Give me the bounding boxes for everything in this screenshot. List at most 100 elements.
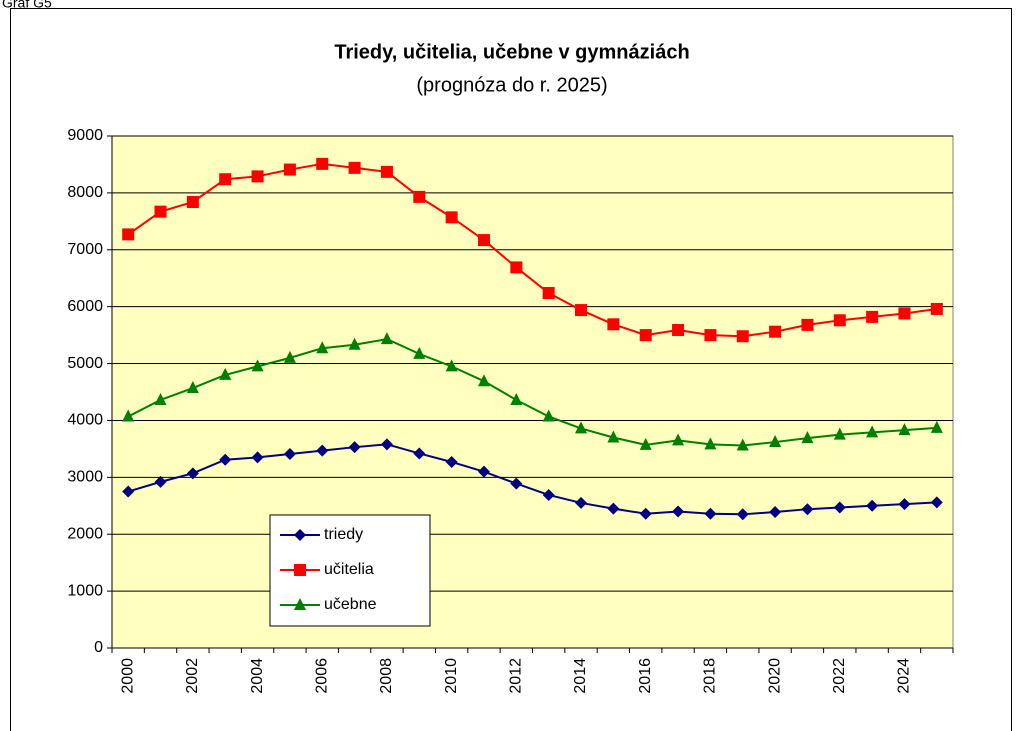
marker [186,467,199,480]
x-tick-label: 2010 [443,658,460,694]
marker [704,329,717,342]
chart-title: Triedy, učitelia, učebne v gymnáziách [334,41,689,63]
marker [348,441,361,454]
x-tick-label: 2002 [184,658,201,694]
marker [316,157,329,170]
marker [294,529,306,541]
marker [736,330,749,343]
marker [930,496,943,509]
marker [283,448,296,461]
marker [866,499,879,512]
marker [510,392,523,405]
x-tick-label: 2004 [249,658,266,694]
marker [380,165,393,178]
marker [477,465,490,478]
marker [186,195,199,208]
y-tick-label: 8000 [67,184,103,201]
marker [186,381,199,394]
series-line [127,338,937,447]
marker [413,346,426,359]
marker [575,421,588,434]
marker [294,598,306,610]
y-tick-label: 6000 [67,298,103,315]
marker [542,488,555,501]
marker [510,477,523,490]
marker [283,350,296,363]
marker [672,505,685,518]
x-tick-label: 2006 [313,658,330,694]
marker [639,507,652,520]
x-tick-label: 2000 [119,658,136,694]
marker [348,161,361,174]
marker [219,173,232,186]
marker [510,261,523,274]
marker [639,437,652,450]
marker [380,332,393,345]
marker [294,564,306,576]
marker [769,325,782,338]
marker [413,190,426,203]
marker [542,409,555,422]
marker [736,438,749,451]
marker [898,423,911,436]
marker [380,438,393,451]
marker [801,431,814,444]
marker [833,427,846,440]
marker [251,359,264,372]
marker [251,170,264,183]
marker [704,437,717,450]
marker [898,498,911,511]
marker [122,485,135,498]
marker [122,228,135,241]
marker [316,341,329,354]
chart-subtitle: (prognóza do r. 2025) [416,74,607,96]
marker [833,314,846,327]
legend-label: učitelia [324,561,374,578]
y-tick-label: 7000 [67,241,103,258]
marker [219,367,232,380]
marker [154,475,167,488]
x-tick-label: 2022 [831,658,848,694]
marker [704,507,717,520]
x-tick-label: 2020 [766,658,783,694]
x-tick-label: 2012 [508,658,525,694]
x-tick-label: 2016 [637,658,654,694]
y-tick-label: 2000 [67,525,103,542]
page-label: Graf G5 [2,0,52,11]
legend-label: triedy [324,526,363,543]
marker [866,310,879,323]
marker [542,287,555,300]
marker [154,205,167,218]
marker [154,392,167,405]
marker [607,318,620,331]
marker [477,374,490,387]
marker [445,359,458,372]
marker [607,502,620,515]
marker [348,337,361,350]
x-tick-label: 2024 [896,658,913,694]
marker [445,211,458,224]
marker [930,302,943,315]
marker [769,435,782,448]
marker [639,329,652,342]
marker [219,453,232,466]
marker [769,506,782,519]
legend: triedy učitelia učebne [269,514,431,627]
marker [477,234,490,247]
marker [575,496,588,509]
marker [801,318,814,331]
x-tick-label: 2014 [572,658,589,694]
marker [672,323,685,336]
marker [866,425,879,438]
marker [316,444,329,457]
y-tick-label: 5000 [67,355,103,372]
marker [575,304,588,317]
marker [607,430,620,443]
y-tick-label: 3000 [67,469,103,486]
x-tick-label: 2018 [702,658,719,694]
marker [736,508,749,521]
marker [930,420,943,433]
marker [801,503,814,516]
marker [898,307,911,320]
